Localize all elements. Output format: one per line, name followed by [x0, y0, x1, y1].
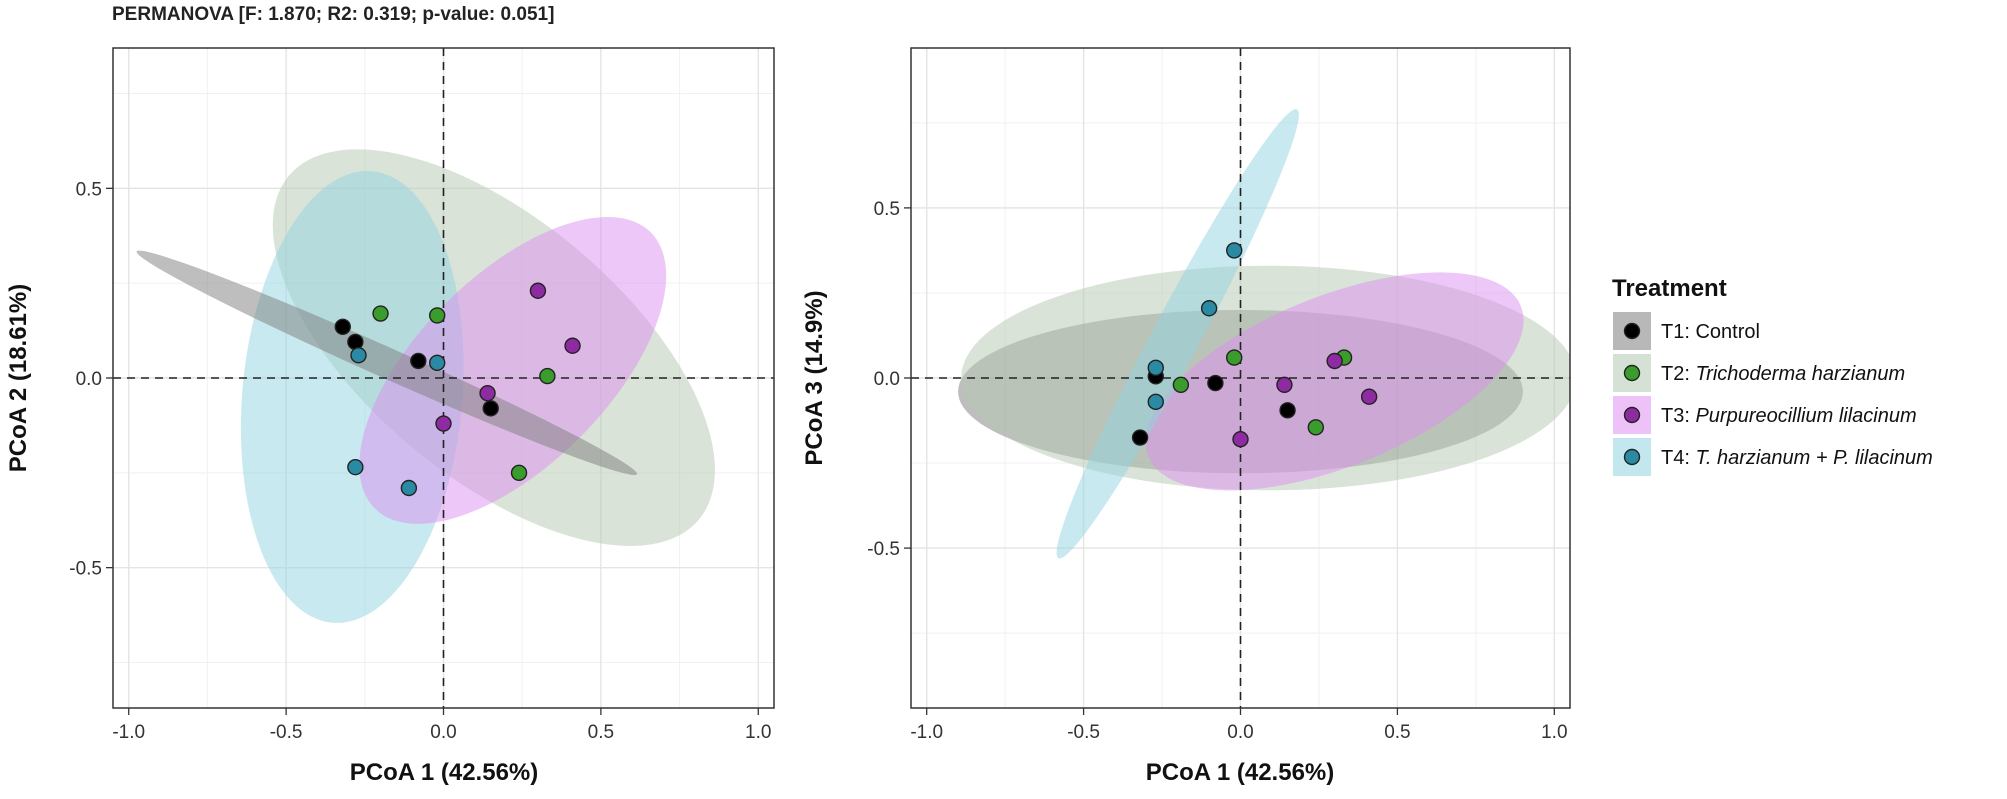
right-point-t4: [1200, 300, 1218, 317]
left-x-tick-label: 0.5: [588, 722, 614, 743]
right-point-t2: [1226, 349, 1243, 366]
legend-label-text: Purpureocillium lilacinum: [1695, 405, 1916, 427]
legend-label-text: Control: [1695, 321, 1759, 343]
legend-label-prefix: T1:: [1661, 321, 1695, 343]
right-point-t4: [1226, 242, 1243, 259]
left-point-t4: [347, 458, 364, 476]
left-ellipses: [136, 149, 715, 623]
left-panel: -1.0 -0.5 0.0 0.5 1.0 -0.5 0.0 0.5 PCoA 1 (42.56…: [5, 47, 775, 786]
right-ellipse-t4: [1056, 109, 1299, 559]
permanova-title: PERMANOVA [F: 1.870; R2: 0.319; p-value:…: [112, 4, 554, 25]
right-point-t2: [1172, 376, 1190, 394]
right-point-t3: [1276, 376, 1293, 394]
left-y-tick-label: -0.5: [69, 559, 102, 580]
left-point-t1: [410, 352, 427, 370]
right-x-tick-label: -1.0: [910, 722, 943, 743]
legend-label-t3: T3: Purpureocillium lilacinum: [1661, 405, 1917, 427]
right-x-axis-title: PCoA 1 (42.56%): [1146, 759, 1335, 786]
left-x-tick-label: -0.5: [270, 722, 303, 743]
left-y-axis-title: PCoA 2 (18.61%): [5, 284, 32, 473]
left-point-t3: [564, 337, 581, 354]
legend-item-t2: T2: Trichoderma harzianum: [1613, 354, 1905, 392]
right-x-tick-label: 0.0: [1227, 722, 1253, 743]
left-point-t4: [400, 479, 418, 497]
legend-item-t4: T4: T. harzianum + P. lilacinum: [1613, 438, 1933, 476]
legend-label-t1: T1: Control: [1661, 321, 1760, 343]
legend-label-text: T. harzianum + P. lilacinum: [1695, 447, 1932, 469]
left-x-axis-title: PCoA 1 (42.56%): [350, 759, 539, 786]
right-point-t2: [1307, 419, 1325, 436]
left-point-t2: [372, 305, 389, 322]
right-x-tick-label: -0.5: [1067, 722, 1100, 743]
left-ellipse-t1: [136, 250, 638, 476]
left-x-tick-label: 0.0: [430, 722, 456, 743]
legend-item-t1: T1: Control: [1613, 312, 1760, 350]
legend-title: Treatment: [1612, 275, 1727, 302]
legend-marker-t3: [1623, 406, 1641, 424]
left-point-t2: [510, 464, 528, 482]
legend-marker-t2: [1623, 364, 1641, 382]
left-point-t3: [479, 384, 496, 402]
right-panel: -1.0 -0.5 0.0 0.5 1.0 -0.5 0.0 0.5 PCoA 1 (42.56…: [801, 47, 1571, 786]
left-x-tick-label: 1.0: [745, 722, 771, 743]
right-point-t3: [1232, 431, 1249, 448]
right-point-t4: [1147, 359, 1164, 376]
left-point-t1: [347, 333, 364, 351]
right-y-axis-title: PCoA 3 (14.9%): [801, 290, 828, 465]
right-y-tick-label: 0.0: [874, 369, 900, 390]
left-ellipse-t3: [359, 216, 667, 524]
left-x-tick-label: -1.0: [112, 722, 145, 743]
right-x-tick-label: 1.0: [1541, 722, 1567, 743]
left-point-t4: [429, 354, 446, 372]
left-point-t2: [539, 367, 556, 385]
left-point-t1: [482, 400, 499, 417]
legend-label-t4: T4: T. harzianum + P. lilacinum: [1661, 447, 1933, 469]
right-y-tick-label: -0.5: [867, 539, 900, 560]
legend-label-t2: T2: Trichoderma harzianum: [1661, 363, 1905, 385]
legend-marker-t4: [1623, 448, 1641, 466]
legend-label-prefix: T3:: [1661, 405, 1695, 427]
left-point-t2: [429, 307, 446, 324]
left-point-t3: [529, 282, 547, 299]
right-point-t1: [1207, 374, 1224, 392]
left-point-t4: [350, 347, 367, 364]
right-point-t1: [1131, 429, 1149, 446]
legend-label-text: Trichoderma harzianum: [1695, 363, 1905, 385]
right-y-tick-label: 0.5: [874, 199, 900, 220]
legend-item-t3: T3: Purpureocillium lilacinum: [1613, 396, 1917, 434]
left-point-t1: [334, 318, 351, 335]
left-y-tick-label: 0.5: [76, 179, 102, 200]
right-point-t3: [1326, 352, 1343, 370]
right-x-tick-label: 0.5: [1384, 722, 1410, 743]
legend-marker-t1: [1623, 322, 1641, 340]
right-point-t3: [1360, 388, 1378, 405]
left-point-t3: [435, 415, 452, 432]
right-point-t1: [1279, 402, 1296, 419]
legend-label-prefix: T4:: [1661, 447, 1695, 469]
left-y-tick-label: 0.0: [76, 369, 102, 390]
legend-label-prefix: T2:: [1661, 363, 1695, 385]
right-point-t4: [1147, 393, 1164, 411]
